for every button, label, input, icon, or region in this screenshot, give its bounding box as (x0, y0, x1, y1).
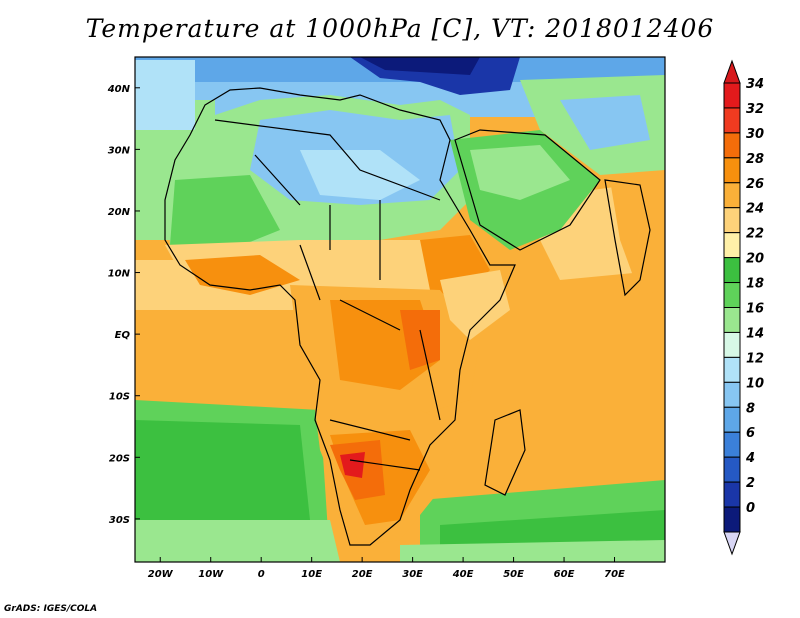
colorbar-segment (723, 107, 741, 134)
lon-tick-label: 50E (503, 569, 524, 580)
colorbar-segment (723, 132, 741, 159)
colorbar-label: 4 (745, 451, 755, 466)
colorbar-label: 8 (746, 401, 755, 416)
colorbar-segment (723, 481, 741, 508)
colorbar-segment (723, 406, 741, 433)
colorbar-label: 2 (746, 476, 755, 491)
colorbar-label: 28 (746, 152, 764, 167)
lon-tick-label: 70E (604, 569, 625, 580)
plot-frame (134, 56, 666, 563)
colorbar-segment (723, 506, 741, 533)
lon-tick-label: 10W (198, 569, 224, 580)
colorbar-segment (723, 257, 741, 284)
colorbar-label: 32 (746, 102, 764, 117)
colorbar-segment (723, 431, 741, 458)
lat-tick-label: 10S (109, 392, 130, 403)
temperature-field (135, 57, 665, 562)
colorbar-label: 24 (746, 202, 764, 217)
lon-tick-label: 0 (258, 569, 265, 580)
coastlines (164, 87, 651, 546)
latitude-ticks: 40N 30N 20N 10N EQ 10S 20S 30S (107, 84, 140, 526)
colorbar-label: 18 (746, 277, 764, 292)
lat-tick-label: 30S (109, 515, 130, 526)
lon-tick-label: 60E (554, 569, 575, 580)
colorbar-top-arrow (723, 59, 741, 84)
lat-tick-label: 20S (109, 453, 130, 464)
lon-tick-label: 20W (148, 569, 174, 580)
colorbar-label: 0 (746, 501, 755, 516)
lon-tick-label: 10E (301, 569, 322, 580)
lat-tick-label: 20N (108, 207, 131, 218)
colorbar-label: 34 (746, 77, 764, 92)
colorbar-bottom-arrow (723, 531, 741, 556)
grads-credit: GrADS: IGES/COLA (4, 604, 98, 614)
colorbar-segment (723, 331, 741, 358)
colorbar-segment (723, 381, 741, 408)
colorbar-segment (723, 456, 741, 483)
colorbar-label: 6 (746, 426, 755, 441)
lon-tick-label: 40E (452, 569, 474, 580)
lat-tick-label: 10N (108, 269, 131, 280)
colorbar-label: 14 (746, 326, 764, 341)
colorbar-segment (723, 356, 741, 383)
colorbar-label: 26 (746, 177, 764, 192)
lon-tick-label: 30E (402, 569, 423, 580)
lat-tick-label: 30N (108, 145, 131, 156)
colorbar-label: 22 (746, 227, 764, 242)
longitude-ticks: 20W 10W 0 10E 20E 30E 40E 50E 60E 70E (148, 557, 625, 580)
colorbar-segment (723, 232, 741, 259)
colorbar-segment (723, 182, 741, 209)
colorbar-label: 10 (746, 376, 764, 391)
colorbar-label: 20 (746, 252, 764, 267)
colorbar-segment (723, 82, 741, 109)
colorbar-segment (723, 282, 741, 308)
lat-tick-label: EQ (115, 330, 131, 341)
map-title: Temperature at 1000hPa [C], VT: 20180124… (85, 14, 715, 43)
colorbar-segment (723, 307, 741, 333)
colorbar-label: 30 (746, 127, 764, 142)
lat-tick-label: 40N (107, 84, 131, 95)
colorbar-label: 12 (746, 351, 764, 366)
colorbar-segment (723, 157, 741, 184)
colorbar-label: 16 (746, 302, 764, 317)
lon-tick-label: 20E (352, 569, 373, 580)
colorbar-segment (723, 207, 741, 234)
